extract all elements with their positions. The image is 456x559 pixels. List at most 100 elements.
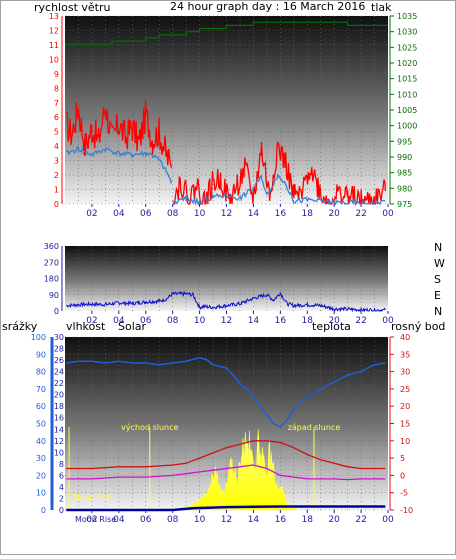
pressure-tick-label: 980: [397, 184, 412, 193]
x-tick-label: 14: [248, 209, 260, 219]
rain-tick-label: 40: [36, 437, 46, 446]
temperature-tick-label: 35: [400, 350, 410, 359]
temperature-series: [66, 440, 386, 470]
x-tick-label: 20: [328, 209, 340, 219]
x-tick-label: 16: [275, 515, 287, 525]
temperature-tick-label: 15: [400, 420, 410, 429]
solar-area: [165, 429, 301, 511]
pressure-tick-label: 1015: [397, 75, 417, 84]
wind-speed-tick-label: 8: [54, 84, 59, 93]
wind-speed-tick-label: 9: [54, 70, 59, 79]
dewpoint-series: [66, 464, 386, 481]
pressure-tick-label: 1010: [397, 90, 417, 99]
wind-gust-series: [65, 99, 172, 168]
humidity-tick-label: 30: [54, 333, 64, 342]
x-tick-label: 10: [194, 316, 206, 326]
humidity-tick-label: 8: [59, 460, 64, 469]
pressure-label: tlak: [371, 1, 392, 14]
humidity-tick-label: 14: [54, 425, 64, 434]
rain-tick-label: 80: [36, 368, 46, 377]
wind-average-series: [65, 146, 172, 184]
x-tick-label: 16: [275, 209, 287, 219]
temperature-tick-label: 40: [400, 333, 410, 342]
rain-tick-label: 70: [36, 385, 46, 394]
sunset-annotation: západ slunce: [288, 423, 341, 432]
pressure-tick-label: 1030: [397, 28, 417, 37]
x-tick-label: 00: [382, 209, 394, 219]
x-tick-label: 02: [86, 209, 97, 219]
rain-tick-label: 20: [36, 471, 46, 480]
humidity-tick-label: 18: [54, 402, 64, 411]
rain-tick-label: 0: [41, 506, 46, 515]
wind-speed-tick-label: 10: [49, 55, 59, 64]
wind-speed-tick-label: 11: [49, 41, 59, 50]
x-tick-label: 08: [167, 316, 179, 326]
x-tick-label: 14: [248, 316, 260, 326]
pressure-tick-label: 1020: [397, 59, 417, 68]
solar-label: Solar: [118, 320, 147, 333]
x-tick-label: 12: [221, 515, 232, 525]
x-tick-label: 22: [355, 515, 366, 525]
humidity-tick-label: 4: [59, 483, 64, 492]
wind-speed-tick-label: 1: [54, 186, 59, 195]
x-tick-label: 06: [140, 316, 152, 326]
x-tick-label: 18: [302, 515, 314, 525]
temperature-tick-label: 30: [400, 368, 410, 377]
x-tick-label: 04: [113, 515, 125, 525]
wind-speed-tick-label: 12: [49, 26, 59, 35]
wind-speed-tick-label: 5: [54, 128, 59, 137]
x-tick-label: 08: [167, 209, 179, 219]
pressure-tick-label: 1025: [397, 43, 417, 52]
wind-speed-tick-label: 2: [54, 171, 59, 180]
temperature-tick-label: 0: [400, 471, 405, 480]
humidity-tick-label: 10: [54, 448, 64, 457]
temperature-tick-label: 10: [400, 437, 410, 446]
compass-label: S: [434, 273, 441, 286]
direction-tick-label: 360: [44, 242, 59, 251]
direction-tick-label: 270: [44, 258, 59, 267]
pressure-tick-label: 975: [397, 200, 412, 209]
humidity-series: [66, 357, 386, 428]
x-tick-label: 16: [275, 316, 287, 326]
x-tick-label: 22: [355, 316, 366, 326]
x-tick-label: 04: [113, 209, 125, 219]
humidity-tick-label: 2: [59, 494, 64, 503]
humidity-tick-label: 20: [54, 391, 64, 400]
pressure-series: [65, 21, 388, 45]
x-tick-label: 12: [221, 316, 232, 326]
humidity-tick-label: 6: [59, 471, 64, 480]
humidity-label: vlhkost: [66, 320, 106, 333]
x-tick-label: 10: [194, 515, 206, 525]
humidity-tick-label: 16: [54, 414, 64, 423]
rain-tick-label: 90: [36, 350, 46, 359]
compass-label: N: [434, 305, 442, 318]
rain-series: [66, 505, 386, 512]
direction-tick-label: 180: [44, 275, 59, 284]
rain-tick-label: 30: [36, 454, 46, 463]
pressure-tick-label: 1000: [397, 122, 417, 131]
direction-tick-label: 90: [49, 291, 59, 300]
series-layer: východ slunce západ slunce Moon Set: [65, 21, 388, 512]
temperature-tick-label: -5: [400, 489, 408, 498]
humidity-tick-label: 0: [59, 506, 64, 515]
chart-title: 24 hour graph day : 16 March 2016: [170, 0, 365, 13]
rain-tick-label: 100: [31, 333, 46, 342]
compass-label: W: [434, 257, 445, 270]
x-tick-label: 14: [248, 515, 260, 525]
x-tick-label: 06: [140, 209, 152, 219]
pressure-tick-label: 990: [397, 153, 412, 162]
humidity-tick-label: 22: [54, 379, 64, 388]
compass-label: N: [434, 241, 442, 254]
pressure-tick-label: 985: [397, 169, 412, 178]
pressure-tick-label: 1005: [397, 106, 417, 115]
axes-layer: 0123456789101112139759809859909951000100…: [31, 12, 418, 525]
x-tick-label: 00: [382, 515, 394, 525]
wind-speed-tick-label: 7: [54, 99, 59, 108]
x-tick-label: 12: [221, 209, 232, 219]
rain-tick-label: 60: [36, 402, 46, 411]
temperature-tick-label: 25: [400, 385, 410, 394]
x-tick-label: 00: [382, 316, 394, 326]
wind-direction-series: [66, 290, 386, 313]
